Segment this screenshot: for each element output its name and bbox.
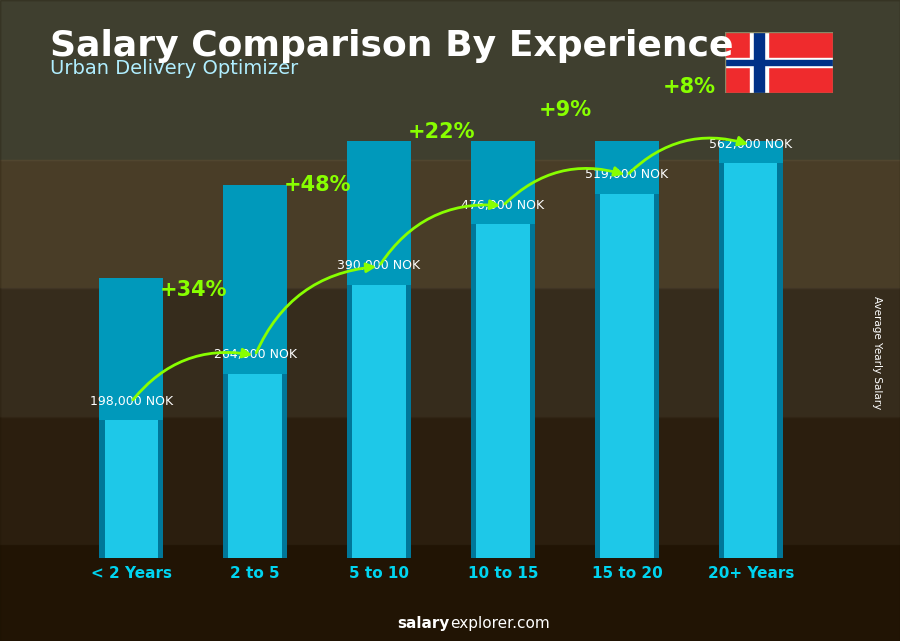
Bar: [471, 0, 536, 224]
Text: Average Yearly Salary: Average Yearly Salary: [872, 296, 883, 409]
Text: salary: salary: [398, 617, 450, 631]
Text: 198,000 NOK: 198,000 NOK: [90, 395, 173, 408]
Text: 562,000 NOK: 562,000 NOK: [709, 138, 792, 151]
Bar: [595, 0, 659, 194]
Text: 519,000 NOK: 519,000 NOK: [585, 169, 669, 181]
Bar: [0, 545, 900, 641]
Text: 390,000 NOK: 390,000 NOK: [338, 260, 420, 272]
Bar: [99, 418, 104, 558]
Bar: [223, 185, 287, 374]
Bar: [724, 60, 832, 65]
Bar: [282, 371, 287, 558]
Bar: [0, 417, 900, 545]
Bar: [99, 278, 164, 420]
Bar: [754, 32, 764, 93]
Bar: [751, 32, 768, 93]
Bar: [718, 161, 783, 558]
Bar: [223, 371, 287, 558]
Bar: [595, 191, 659, 558]
Bar: [595, 191, 600, 558]
Bar: [0, 0, 900, 160]
Bar: [99, 418, 164, 558]
Bar: [718, 0, 783, 163]
Bar: [471, 222, 536, 558]
Text: 264,000 NOK: 264,000 NOK: [213, 348, 297, 362]
Bar: [471, 222, 476, 558]
Bar: [158, 418, 164, 558]
Text: 476,000 NOK: 476,000 NOK: [462, 199, 544, 212]
Bar: [346, 7, 411, 285]
Bar: [223, 371, 229, 558]
Bar: [724, 58, 832, 67]
Bar: [406, 282, 411, 558]
Bar: [653, 191, 659, 558]
Bar: [778, 161, 783, 558]
Text: +9%: +9%: [538, 100, 591, 120]
Bar: [529, 222, 535, 558]
Text: +8%: +8%: [662, 78, 716, 97]
Text: +22%: +22%: [407, 122, 475, 142]
Bar: [0, 288, 900, 417]
Text: Salary Comparison By Experience: Salary Comparison By Experience: [50, 29, 733, 63]
Text: explorer.com: explorer.com: [450, 617, 550, 631]
Bar: [346, 282, 411, 558]
Text: +48%: +48%: [284, 175, 351, 195]
Bar: [0, 160, 900, 288]
Bar: [718, 161, 724, 558]
Text: +34%: +34%: [159, 280, 227, 300]
Bar: [346, 282, 353, 558]
Text: Urban Delivery Optimizer: Urban Delivery Optimizer: [50, 59, 298, 78]
